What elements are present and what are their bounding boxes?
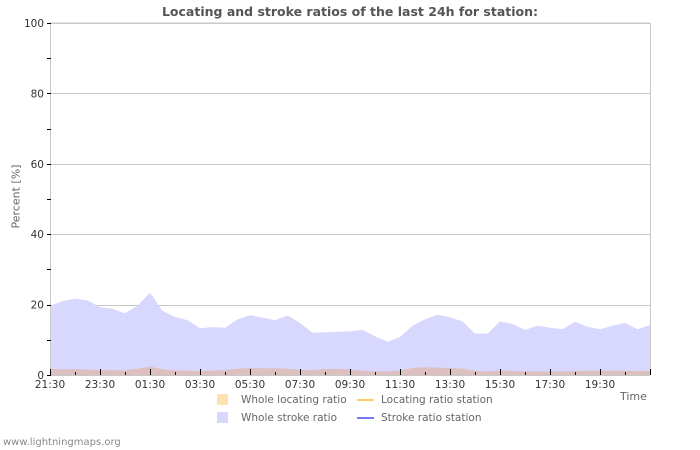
x-tick-label: 07:30 xyxy=(285,379,315,391)
x-tick-label: 21:30 xyxy=(35,379,65,391)
x-tick-label: 13:30 xyxy=(435,379,465,391)
x-tick-label: 19:30 xyxy=(585,379,615,391)
x-tick-label: 17:30 xyxy=(535,379,565,391)
legend-line-locating-station xyxy=(357,399,374,401)
legend-swatch-whole-locating xyxy=(217,394,228,405)
x-tick-label: 03:30 xyxy=(185,379,215,391)
x-tick-label: 23:30 xyxy=(85,379,115,391)
x-axis-label: Time xyxy=(620,390,647,403)
legend-label: Stroke ratio station xyxy=(381,412,482,424)
legend-label: Whole stroke ratio xyxy=(241,412,337,424)
y-tick-label: 100 xyxy=(24,18,44,30)
y-tick-label: 20 xyxy=(31,300,44,312)
x-tick-label: 05:30 xyxy=(235,379,265,391)
y-tick-label: 60 xyxy=(31,159,44,171)
x-tick-label: 09:30 xyxy=(335,379,365,391)
footer-link[interactable]: www.lightningmaps.org xyxy=(3,437,121,448)
y-tick-label: 40 xyxy=(31,229,44,241)
chart-title: Locating and stroke ratios of the last 2… xyxy=(161,4,539,19)
y-tick-label: 0 xyxy=(37,370,44,382)
legend-label: Whole locating ratio xyxy=(241,394,347,406)
x-tick-label: 01:30 xyxy=(135,379,165,391)
legend-line-stroke-station xyxy=(357,417,374,419)
legend-swatch-whole-stroke xyxy=(217,412,228,423)
x-tick-label: 15:30 xyxy=(485,379,515,391)
y-axis-label: Percent [%] xyxy=(9,164,23,229)
x-tick-label: 11:30 xyxy=(385,379,415,391)
y-tick-label: 80 xyxy=(31,88,44,100)
legend-label: Locating ratio station xyxy=(381,394,493,406)
